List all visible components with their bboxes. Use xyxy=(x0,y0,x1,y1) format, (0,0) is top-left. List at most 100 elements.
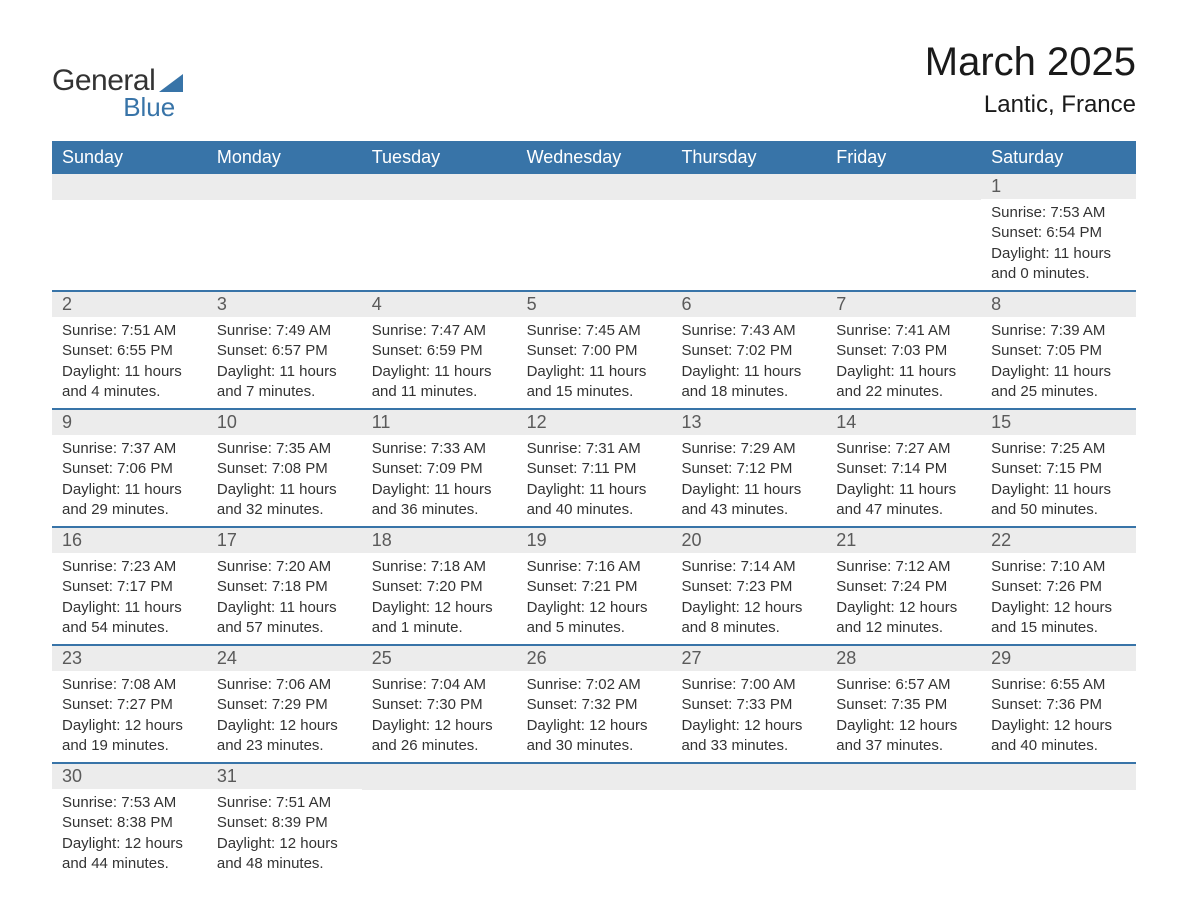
calendar-header-row: SundayMondayTuesdayWednesdayThursdayFrid… xyxy=(52,141,1136,174)
day-number: 7 xyxy=(826,292,981,317)
daylight-text-2: and 30 minutes. xyxy=(527,736,662,756)
sunset-text: Sunset: 6:57 PM xyxy=(217,341,352,361)
sunset-text: Sunset: 7:11 PM xyxy=(527,459,662,479)
day-number: 26 xyxy=(517,646,672,671)
sunset-text: Sunset: 8:39 PM xyxy=(217,813,352,833)
daylight-text-1: Daylight: 11 hours xyxy=(372,362,507,382)
sunrise-text: Sunrise: 7:25 AM xyxy=(991,439,1126,459)
day-details: Sunrise: 6:55 AMSunset: 7:36 PMDaylight:… xyxy=(981,671,1136,762)
sunrise-text: Sunrise: 7:16 AM xyxy=(527,557,662,577)
sunset-text: Sunset: 7:27 PM xyxy=(62,695,197,715)
day-details xyxy=(671,200,826,210)
day-details: Sunrise: 7:06 AMSunset: 7:29 PMDaylight:… xyxy=(207,671,362,762)
day-details: Sunrise: 7:08 AMSunset: 7:27 PMDaylight:… xyxy=(52,671,207,762)
sunrise-text: Sunrise: 7:31 AM xyxy=(527,439,662,459)
daylight-text-1: Daylight: 12 hours xyxy=(62,716,197,736)
sunset-text: Sunset: 6:59 PM xyxy=(372,341,507,361)
empty-day-strip xyxy=(671,174,826,200)
calendar-cell xyxy=(826,174,981,290)
sunset-text: Sunset: 7:33 PM xyxy=(681,695,816,715)
day-number: 28 xyxy=(826,646,981,671)
calendar-week-row: 23Sunrise: 7:08 AMSunset: 7:27 PMDayligh… xyxy=(52,644,1136,762)
day-number: 25 xyxy=(362,646,517,671)
day-details xyxy=(517,200,672,210)
day-number: 21 xyxy=(826,528,981,553)
day-details: Sunrise: 7:47 AMSunset: 6:59 PMDaylight:… xyxy=(362,317,517,408)
sunset-text: Sunset: 7:24 PM xyxy=(836,577,971,597)
empty-day-strip xyxy=(517,174,672,200)
daylight-text-2: and 5 minutes. xyxy=(527,618,662,638)
sunset-text: Sunset: 7:17 PM xyxy=(62,577,197,597)
calendar-cell: 30Sunrise: 7:53 AMSunset: 8:38 PMDayligh… xyxy=(52,764,207,880)
daylight-text-1: Daylight: 11 hours xyxy=(527,480,662,500)
sunrise-text: Sunrise: 7:10 AM xyxy=(991,557,1126,577)
sunset-text: Sunset: 7:26 PM xyxy=(991,577,1126,597)
day-details: Sunrise: 7:29 AMSunset: 7:12 PMDaylight:… xyxy=(671,435,826,526)
daylight-text-2: and 15 minutes. xyxy=(991,618,1126,638)
day-number: 2 xyxy=(52,292,207,317)
calendar: SundayMondayTuesdayWednesdayThursdayFrid… xyxy=(52,141,1136,880)
day-details xyxy=(981,790,1136,800)
sunrise-text: Sunrise: 7:23 AM xyxy=(62,557,197,577)
daylight-text-1: Daylight: 12 hours xyxy=(991,716,1126,736)
calendar-cell xyxy=(52,174,207,290)
daylight-text-2: and 40 minutes. xyxy=(991,736,1126,756)
daylight-text-1: Daylight: 11 hours xyxy=(62,362,197,382)
daylight-text-1: Daylight: 11 hours xyxy=(217,598,352,618)
daylight-text-2: and 36 minutes. xyxy=(372,500,507,520)
day-details: Sunrise: 7:53 AMSunset: 6:54 PMDaylight:… xyxy=(981,199,1136,290)
sunrise-text: Sunrise: 7:00 AM xyxy=(681,675,816,695)
daylight-text-2: and 26 minutes. xyxy=(372,736,507,756)
day-number: 1 xyxy=(981,174,1136,199)
calendar-week-row: 16Sunrise: 7:23 AMSunset: 7:17 PMDayligh… xyxy=(52,526,1136,644)
sunrise-text: Sunrise: 7:49 AM xyxy=(217,321,352,341)
sunrise-text: Sunrise: 6:57 AM xyxy=(836,675,971,695)
calendar-cell: 8Sunrise: 7:39 AMSunset: 7:05 PMDaylight… xyxy=(981,292,1136,408)
calendar-cell xyxy=(826,764,981,880)
daylight-text-2: and 57 minutes. xyxy=(217,618,352,638)
daylight-text-2: and 23 minutes. xyxy=(217,736,352,756)
sunrise-text: Sunrise: 7:45 AM xyxy=(527,321,662,341)
day-details: Sunrise: 7:20 AMSunset: 7:18 PMDaylight:… xyxy=(207,553,362,644)
day-details xyxy=(517,790,672,800)
empty-day-strip xyxy=(826,174,981,200)
daylight-text-1: Daylight: 11 hours xyxy=(991,480,1126,500)
calendar-cell: 6Sunrise: 7:43 AMSunset: 7:02 PMDaylight… xyxy=(671,292,826,408)
day-details: Sunrise: 7:51 AMSunset: 8:39 PMDaylight:… xyxy=(207,789,362,880)
day-details: Sunrise: 7:14 AMSunset: 7:23 PMDaylight:… xyxy=(671,553,826,644)
daylight-text-1: Daylight: 12 hours xyxy=(372,716,507,736)
calendar-cell: 4Sunrise: 7:47 AMSunset: 6:59 PMDaylight… xyxy=(362,292,517,408)
day-details: Sunrise: 7:45 AMSunset: 7:00 PMDaylight:… xyxy=(517,317,672,408)
sunrise-text: Sunrise: 7:51 AM xyxy=(62,321,197,341)
calendar-cell: 24Sunrise: 7:06 AMSunset: 7:29 PMDayligh… xyxy=(207,646,362,762)
daylight-text-1: Daylight: 12 hours xyxy=(836,598,971,618)
day-details: Sunrise: 7:27 AMSunset: 7:14 PMDaylight:… xyxy=(826,435,981,526)
daylight-text-1: Daylight: 12 hours xyxy=(836,716,971,736)
weekday-header: Saturday xyxy=(981,141,1136,174)
logo-text-blue: Blue xyxy=(52,92,175,123)
daylight-text-1: Daylight: 12 hours xyxy=(527,716,662,736)
calendar-cell: 2Sunrise: 7:51 AMSunset: 6:55 PMDaylight… xyxy=(52,292,207,408)
sunrise-text: Sunrise: 7:47 AM xyxy=(372,321,507,341)
calendar-cell: 11Sunrise: 7:33 AMSunset: 7:09 PMDayligh… xyxy=(362,410,517,526)
sunset-text: Sunset: 7:06 PM xyxy=(62,459,197,479)
daylight-text-1: Daylight: 11 hours xyxy=(991,244,1126,264)
sunrise-text: Sunrise: 7:35 AM xyxy=(217,439,352,459)
sunset-text: Sunset: 7:12 PM xyxy=(681,459,816,479)
sunset-text: Sunset: 7:15 PM xyxy=(991,459,1126,479)
day-number: 19 xyxy=(517,528,672,553)
day-details: Sunrise: 6:57 AMSunset: 7:35 PMDaylight:… xyxy=(826,671,981,762)
sunset-text: Sunset: 7:20 PM xyxy=(372,577,507,597)
daylight-text-1: Daylight: 12 hours xyxy=(217,716,352,736)
calendar-cell: 13Sunrise: 7:29 AMSunset: 7:12 PMDayligh… xyxy=(671,410,826,526)
empty-day-strip xyxy=(52,174,207,200)
sunrise-text: Sunrise: 7:37 AM xyxy=(62,439,197,459)
weekday-header: Sunday xyxy=(52,141,207,174)
calendar-cell: 5Sunrise: 7:45 AMSunset: 7:00 PMDaylight… xyxy=(517,292,672,408)
day-details: Sunrise: 7:39 AMSunset: 7:05 PMDaylight:… xyxy=(981,317,1136,408)
calendar-cell: 20Sunrise: 7:14 AMSunset: 7:23 PMDayligh… xyxy=(671,528,826,644)
calendar-cell: 16Sunrise: 7:23 AMSunset: 7:17 PMDayligh… xyxy=(52,528,207,644)
daylight-text-2: and 12 minutes. xyxy=(836,618,971,638)
daylight-text-2: and 37 minutes. xyxy=(836,736,971,756)
daylight-text-1: Daylight: 11 hours xyxy=(62,598,197,618)
